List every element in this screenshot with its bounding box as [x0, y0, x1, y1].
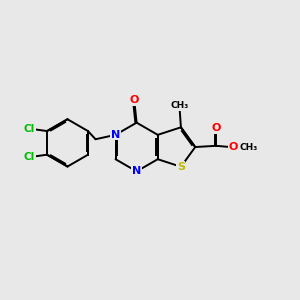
Text: O: O — [229, 142, 238, 152]
Text: CH₃: CH₃ — [239, 143, 258, 152]
Text: O: O — [211, 123, 220, 133]
Text: CH₃: CH₃ — [170, 101, 189, 110]
Text: Cl: Cl — [24, 124, 35, 134]
Text: N: N — [132, 167, 141, 176]
Text: Cl: Cl — [24, 152, 35, 162]
Text: O: O — [130, 95, 139, 105]
Text: S: S — [177, 162, 185, 172]
Text: N: N — [111, 130, 120, 140]
